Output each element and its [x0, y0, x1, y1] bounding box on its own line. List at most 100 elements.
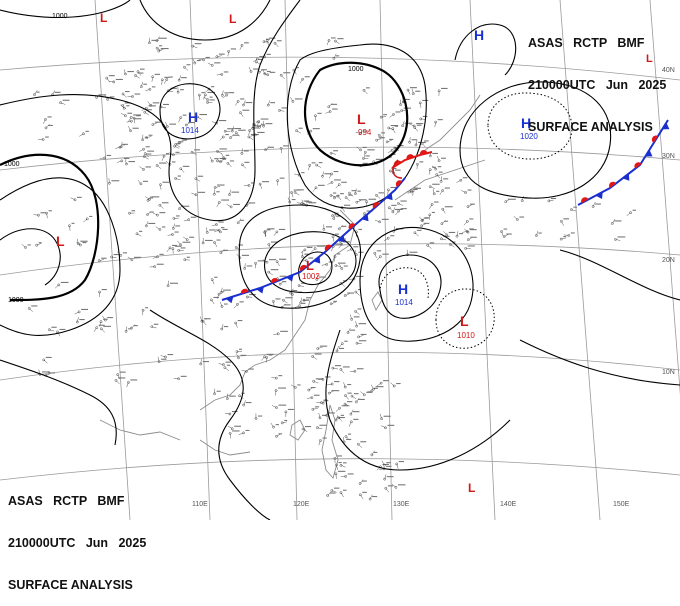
station-text	[139, 231, 142, 232]
station-text	[383, 380, 389, 381]
station-text	[563, 218, 569, 219]
station-text	[49, 210, 52, 211]
isobar-label: 1000	[348, 66, 364, 73]
station-text	[143, 84, 147, 85]
station-text	[103, 326, 111, 327]
station-text	[172, 161, 176, 162]
wind-barb	[415, 128, 418, 132]
station-text	[348, 434, 351, 435]
station-text	[118, 377, 125, 378]
wind-barb	[211, 300, 214, 304]
wind-barb	[390, 114, 394, 117]
wind-barb	[464, 221, 467, 225]
station-text	[346, 439, 351, 440]
station-text	[338, 263, 346, 264]
station-circle	[296, 130, 298, 132]
station-text	[138, 73, 144, 74]
station-text	[335, 365, 341, 366]
station-text	[129, 161, 136, 162]
wind-barb	[137, 234, 141, 237]
station-text	[146, 154, 151, 155]
wind-barb	[440, 191, 443, 195]
station-text	[396, 383, 400, 384]
wind-barb	[164, 80, 167, 84]
station-text	[341, 415, 344, 416]
station-text	[107, 155, 111, 156]
wind-barb	[356, 311, 360, 314]
wind-barb	[329, 174, 332, 178]
station-text	[267, 229, 271, 230]
station-text	[124, 158, 130, 159]
station-text	[347, 384, 351, 385]
station-text	[157, 264, 164, 265]
station-text	[367, 149, 374, 150]
station-text	[187, 64, 191, 65]
station-text	[48, 372, 55, 373]
station-text	[359, 199, 367, 200]
wind-barb	[300, 79, 303, 83]
station-text	[214, 277, 217, 278]
station-text	[271, 269, 279, 270]
station-text	[399, 461, 404, 462]
station-text	[405, 123, 413, 124]
station-text	[369, 199, 377, 200]
lon-label: 120E	[293, 501, 310, 508]
station-text	[353, 411, 360, 412]
station-text	[280, 276, 287, 277]
station-text	[164, 77, 169, 78]
station-text	[42, 371, 50, 372]
wind-barb	[55, 285, 59, 288]
station-text	[269, 259, 276, 260]
header-line-1: ASAS RCTP BMF	[528, 36, 666, 50]
station-text	[288, 409, 294, 410]
station-text	[595, 204, 601, 205]
wind-barb	[386, 488, 389, 492]
wind-barb	[157, 166, 161, 169]
station-text	[240, 98, 244, 99]
station-text	[381, 132, 385, 133]
low-pressure-center: L	[56, 233, 65, 249]
station-text	[417, 125, 422, 126]
station-text	[133, 325, 137, 326]
station-text	[439, 172, 443, 173]
station-text	[401, 208, 407, 209]
center-letter: H	[188, 109, 198, 125]
wind-barb	[341, 369, 344, 373]
station-text	[376, 386, 384, 387]
station-text	[183, 242, 191, 243]
wind-barb	[360, 392, 364, 395]
station-text	[326, 226, 332, 227]
station-text	[323, 400, 327, 401]
station-text	[315, 406, 319, 407]
low-pressure-center: L	[468, 481, 475, 495]
wind-barb	[161, 185, 162, 190]
station-text	[226, 155, 230, 156]
wind-barb	[391, 383, 395, 386]
wind-barb	[377, 195, 381, 198]
center-letter: H	[398, 281, 408, 297]
station-text	[293, 290, 298, 291]
station-text	[398, 484, 406, 485]
wind-barb	[291, 385, 295, 388]
wind-barb	[393, 129, 395, 133]
wind-barb	[136, 76, 140, 79]
station-text	[354, 316, 360, 317]
wind-barb	[128, 117, 131, 121]
station-text	[127, 71, 133, 72]
station-text	[183, 115, 187, 116]
station-text	[391, 205, 396, 206]
station-text	[359, 340, 366, 341]
station-text	[234, 426, 241, 427]
station-text	[169, 124, 176, 125]
station-text	[168, 354, 174, 355]
station-text	[180, 89, 184, 90]
station-text	[383, 114, 387, 115]
station-text	[270, 102, 275, 103]
station-text	[279, 259, 286, 260]
station-text	[182, 140, 187, 141]
wind-barb	[371, 385, 373, 389]
station-text	[127, 113, 132, 114]
station-text	[275, 298, 280, 299]
station-text	[86, 131, 89, 132]
lon-label: 130E	[393, 501, 410, 508]
